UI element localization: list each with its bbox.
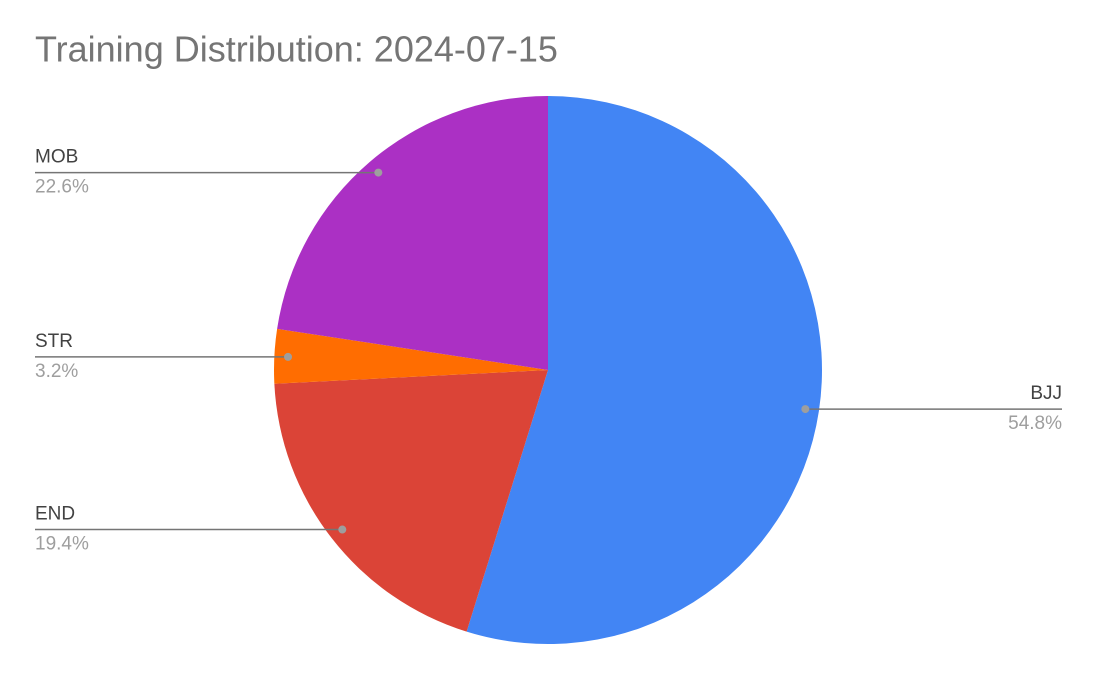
chart-title: Training Distribution: 2024-07-15 xyxy=(35,29,558,70)
slice-value-label: 54.8% xyxy=(1008,413,1062,434)
pie-slice xyxy=(274,328,548,384)
slice-value-label: 3.2% xyxy=(35,361,78,382)
leader-dot xyxy=(284,352,293,361)
leader-dot xyxy=(374,168,383,177)
pie-slice xyxy=(274,370,548,632)
leader-dot xyxy=(338,525,347,534)
slice-label: BJJ xyxy=(1030,383,1062,404)
pie-slice xyxy=(277,96,548,370)
slice-value-label: 22.6% xyxy=(35,177,89,198)
slice-label: STR xyxy=(35,331,73,352)
slice-label: MOB xyxy=(35,147,78,168)
pie-slice xyxy=(466,96,822,644)
slice-label: END xyxy=(35,504,75,525)
leader-dot xyxy=(801,405,810,414)
slice-value-label: 19.4% xyxy=(35,534,89,555)
